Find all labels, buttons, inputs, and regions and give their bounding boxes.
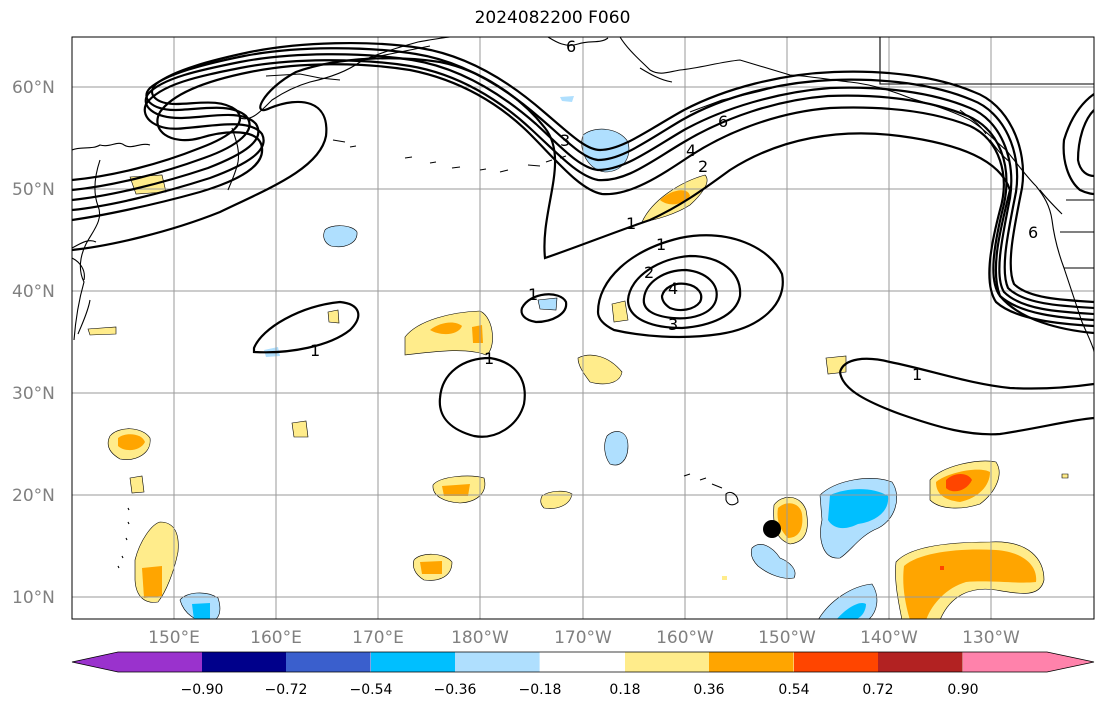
colorbar: −0.90 −0.72 −0.54 −0.36 −0.18 0.18 0.36 … [71, 651, 1095, 698]
shaded-region [327, 309, 340, 324]
contour-label: 6 [1028, 223, 1038, 242]
contour-label: 6 [566, 37, 576, 56]
shaded-region [142, 566, 162, 598]
shaded-region [87, 326, 117, 336]
lat-label: 20°N [12, 486, 55, 506]
colorbar-tick-label: 0.72 [862, 682, 893, 698]
longitude-labels: 150°E 160°E 170°E 180°W 170°W 160°W 150°… [148, 628, 1020, 648]
shaded-region [472, 325, 483, 343]
shaded-region [129, 475, 145, 494]
contour-label: 1 [626, 214, 636, 233]
lat-label: 60°N [12, 78, 55, 98]
lat-label: 50°N [12, 180, 55, 200]
shaded-region [604, 431, 629, 466]
colorbar-tick-label: −0.72 [265, 682, 308, 698]
contour-label: 4 [668, 279, 678, 298]
lat-label: 30°N [12, 384, 55, 404]
lon-label: 170°E [352, 628, 404, 648]
colorbar-swatch [709, 652, 794, 672]
contour-label: 1 [656, 235, 666, 254]
shaded-region [430, 322, 462, 335]
shaded-region [660, 190, 690, 205]
shaded-region [750, 544, 796, 579]
lon-label: 140°W [860, 628, 918, 648]
colorbar-swatch [455, 652, 540, 672]
shaded-region [1061, 473, 1069, 479]
shaded-region [323, 225, 358, 248]
colorbar-tick-label: −0.90 [181, 682, 224, 698]
shaded-region [537, 297, 558, 311]
shaded-region [577, 354, 623, 385]
latitude-labels: 60°N 50°N 40°N 30°N 20°N 10°N [12, 78, 55, 608]
colorbar-tick-label: 0.90 [947, 682, 978, 698]
shaded-region [777, 503, 803, 538]
contour-label: 3 [668, 315, 678, 334]
lon-label: 160°W [656, 628, 714, 648]
colorbar-tick-label: 0.18 [609, 682, 640, 698]
shaded-region [940, 566, 944, 570]
contour-label: 1 [484, 349, 494, 368]
colorbar-swatch [794, 652, 879, 672]
shaded-region [903, 549, 1037, 619]
lon-label: 160°E [250, 628, 302, 648]
colorbar-tick-label: −0.54 [350, 682, 393, 698]
colorbar-swatch [118, 652, 203, 672]
colorbar-tick-label: −0.36 [434, 682, 477, 698]
lon-label: 150°W [758, 628, 816, 648]
map-frame [71, 36, 1095, 620]
colorbar-extend-max [1047, 652, 1094, 672]
shaded-region [722, 576, 727, 580]
colorbar-extend-min [72, 652, 118, 672]
lat-label: 40°N [12, 282, 55, 302]
contour-label: 1 [912, 365, 922, 384]
colorbar-swatch [371, 652, 456, 672]
contour-label: 1 [528, 285, 538, 304]
graticule [72, 37, 1094, 619]
shaded-region [291, 420, 309, 438]
shaded-region [611, 300, 629, 323]
colorbar-swatch [540, 652, 625, 672]
shaded-region [828, 489, 889, 529]
map-title: 2024082200 F060 [474, 8, 631, 28]
shaded-region [836, 603, 866, 619]
contour-label: 6 [718, 112, 728, 131]
shaded-region [946, 474, 972, 492]
colorbar-tick-label: −0.18 [519, 682, 562, 698]
contour-label: 2 [644, 263, 654, 282]
colorbar-swatch [202, 652, 287, 672]
contour-label: 2 [698, 157, 708, 176]
colorbar-tick-label: 0.54 [778, 682, 809, 698]
contour-labels: 1 1 1 1 1 2 2 3 3 4 4 6 6 6 1 [310, 37, 1038, 384]
shaded-region [420, 561, 442, 574]
lon-label: 180°W [451, 628, 509, 648]
contour-label: 1 [310, 341, 320, 360]
shaded-region [540, 490, 573, 509]
colorbar-swatch [625, 652, 710, 672]
colorbar-swatch [963, 652, 1047, 672]
shaded-region [442, 484, 470, 496]
colorbar-tick-label: 0.36 [693, 682, 724, 698]
lon-label: 130°W [962, 628, 1020, 648]
contour-label: 4 [686, 141, 696, 160]
storm-position-marker [763, 520, 781, 538]
shaded-region [118, 434, 145, 451]
shaded-region [560, 96, 574, 102]
colorbar-swatch [878, 652, 963, 672]
colorbar-swatch [286, 652, 371, 672]
contour-label: 3 [560, 131, 570, 150]
lat-label: 10°N [12, 588, 55, 608]
lon-label: 150°E [148, 628, 200, 648]
lon-label: 170°W [554, 628, 612, 648]
contour-lines [72, 41, 1094, 438]
shaded-region [192, 603, 210, 619]
